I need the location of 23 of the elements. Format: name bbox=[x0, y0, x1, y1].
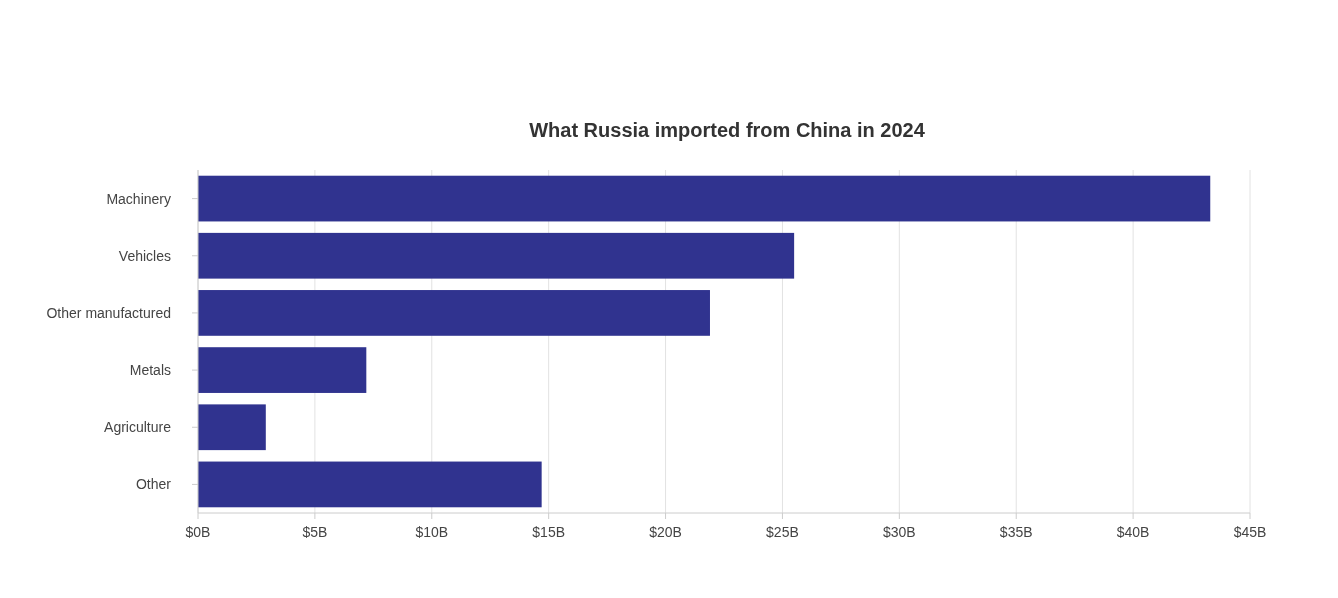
x-tick-label: $5B bbox=[302, 524, 328, 540]
bar bbox=[198, 232, 795, 279]
bar bbox=[198, 461, 542, 508]
x-tick-label: $40B bbox=[1116, 524, 1150, 540]
bar bbox=[198, 404, 266, 451]
x-tick-label: $15B bbox=[532, 524, 566, 540]
y-tick-label: Machinery bbox=[106, 190, 171, 207]
chart-title: What Russia imported from China in 2024 bbox=[529, 119, 926, 141]
bar bbox=[198, 347, 367, 393]
x-tick-label: $10B bbox=[415, 524, 449, 540]
bar bbox=[198, 175, 1211, 222]
x-tick-label: $30B bbox=[882, 524, 916, 540]
bar bbox=[198, 290, 710, 336]
y-tick-label: Vehicles bbox=[118, 247, 171, 264]
x-tick-label: $0B bbox=[185, 524, 211, 540]
x-tick-label: $45B bbox=[1233, 524, 1267, 540]
y-tick-label: Agriculture bbox=[104, 419, 172, 436]
x-tick-label: $25B bbox=[766, 524, 799, 540]
x-tick-label: $20B bbox=[649, 524, 682, 540]
y-tick-label: Other bbox=[135, 476, 172, 493]
y-tick-label: Other manufactured bbox=[46, 304, 171, 321]
x-tick-label: $35B bbox=[999, 524, 1033, 540]
y-tick-label: Metals bbox=[129, 362, 171, 379]
